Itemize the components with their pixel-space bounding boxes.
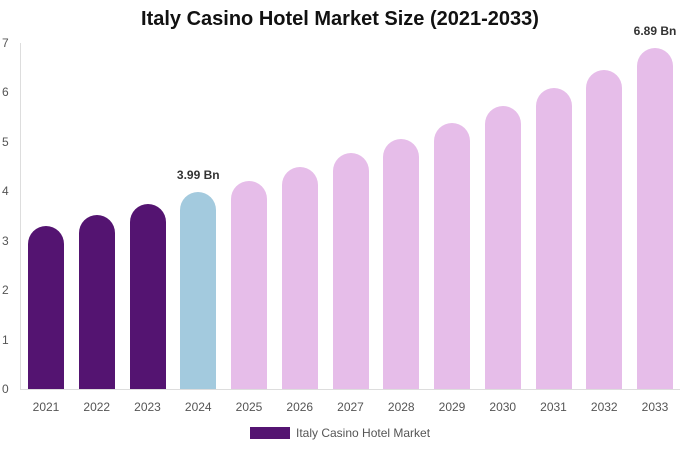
legend-swatch: [250, 427, 290, 439]
y-tick-label: 4: [2, 184, 9, 199]
x-tick-label: 2024: [184, 400, 212, 414]
bar-2031[interactable]: [535, 87, 572, 389]
x-tick-label: 2025: [235, 400, 263, 414]
y-tick-label: 1: [2, 332, 9, 347]
x-tick-label: 2033: [641, 400, 669, 414]
x-tick-label: 2026: [286, 400, 314, 414]
bar-2033[interactable]: [637, 48, 673, 389]
bar-2032[interactable]: [586, 69, 623, 389]
data-label: 6.89 Bn: [633, 24, 677, 39]
bar-2030[interactable]: [484, 105, 521, 389]
chart-title: Italy Casino Hotel Market Size (2021-203…: [141, 8, 539, 30]
x-tick-label: 2021: [32, 400, 60, 414]
x-tick-label: 2031: [540, 400, 567, 414]
bar-2023[interactable]: [129, 204, 166, 389]
x-tick-label: 2028: [387, 400, 415, 414]
bar-2021[interactable]: [28, 225, 64, 389]
x-tick-label: 2022: [83, 400, 111, 414]
x-tick-label: 2030: [489, 400, 517, 414]
legend[interactable]: Italy Casino Hotel Market: [250, 426, 430, 440]
y-tick-label: 2: [2, 283, 9, 298]
y-tick-label: 0: [2, 382, 9, 396]
x-tick-label: 2023: [134, 400, 161, 414]
bar-2027[interactable]: [332, 152, 369, 389]
y-tick-label: 5: [2, 134, 9, 149]
bar-2022[interactable]: [78, 215, 115, 389]
x-tick-label: 2029: [438, 400, 466, 414]
y-axis-line: [20, 43, 21, 389]
bar-2029[interactable]: [434, 123, 470, 389]
x-tick-label: 2032: [590, 400, 618, 414]
x-tick-label: 2027: [337, 400, 364, 414]
y-tick-label: 7: [2, 36, 9, 50]
legend-label: Italy Casino Hotel Market: [296, 426, 431, 440]
bar-2025[interactable]: [231, 180, 267, 389]
bar-2028[interactable]: [383, 138, 420, 389]
bar-2024[interactable]: [180, 191, 217, 389]
y-tick-label: 6: [2, 85, 9, 100]
x-axis-line: [20, 389, 680, 390]
data-label: 3.99 Bn: [176, 167, 220, 182]
bar-2026[interactable]: [281, 167, 318, 389]
y-tick-label: 3: [2, 233, 9, 248]
